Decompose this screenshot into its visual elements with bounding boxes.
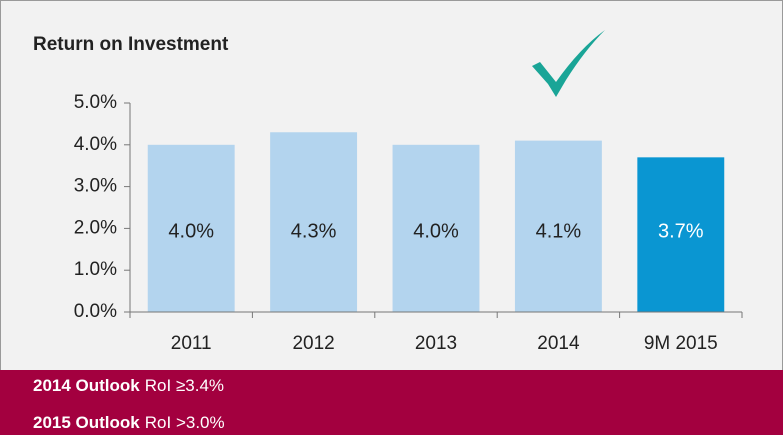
outlook-line: 2015 Outlook RoI >3.0% <box>33 413 225 432</box>
data-label: 4.0% <box>413 220 459 242</box>
x-tick-label: 9M 2015 <box>644 333 718 354</box>
y-tick-label: 4.0% <box>74 134 117 155</box>
outlook-text: RoI >3.0% <box>145 413 225 432</box>
outlook-label: 2015 Outlook <box>33 413 140 432</box>
x-tick-label: 2013 <box>415 333 457 354</box>
outlook-label: 2014 Outlook <box>33 376 140 395</box>
bar <box>147 144 235 312</box>
bar <box>392 144 480 312</box>
y-tick-label: 5.0% <box>74 92 117 113</box>
y-tick-label: 1.0% <box>74 259 117 280</box>
data-label: 4.3% <box>291 220 337 242</box>
outlook-band <box>0 370 783 435</box>
x-tick-label: 2012 <box>292 333 334 354</box>
check-mark <box>532 30 605 97</box>
bar <box>270 132 358 312</box>
bar <box>514 140 602 312</box>
data-label: 4.1% <box>536 220 582 242</box>
data-label: 3.7% <box>658 220 704 242</box>
outlook-line: 2014 Outlook RoI ≥3.4% <box>33 376 224 395</box>
y-tick-label: 3.0% <box>74 176 117 197</box>
data-label: 4.0% <box>168 220 214 242</box>
x-tick-label: 2011 <box>171 333 212 354</box>
y-tick-label: 0.0% <box>74 301 117 322</box>
outlook-text: RoI ≥3.4% <box>145 376 224 395</box>
y-tick-label: 2.0% <box>74 217 117 238</box>
chart-title: Return on Investment <box>33 34 229 55</box>
bar <box>637 157 725 312</box>
x-tick-label: 2014 <box>537 333 580 354</box>
